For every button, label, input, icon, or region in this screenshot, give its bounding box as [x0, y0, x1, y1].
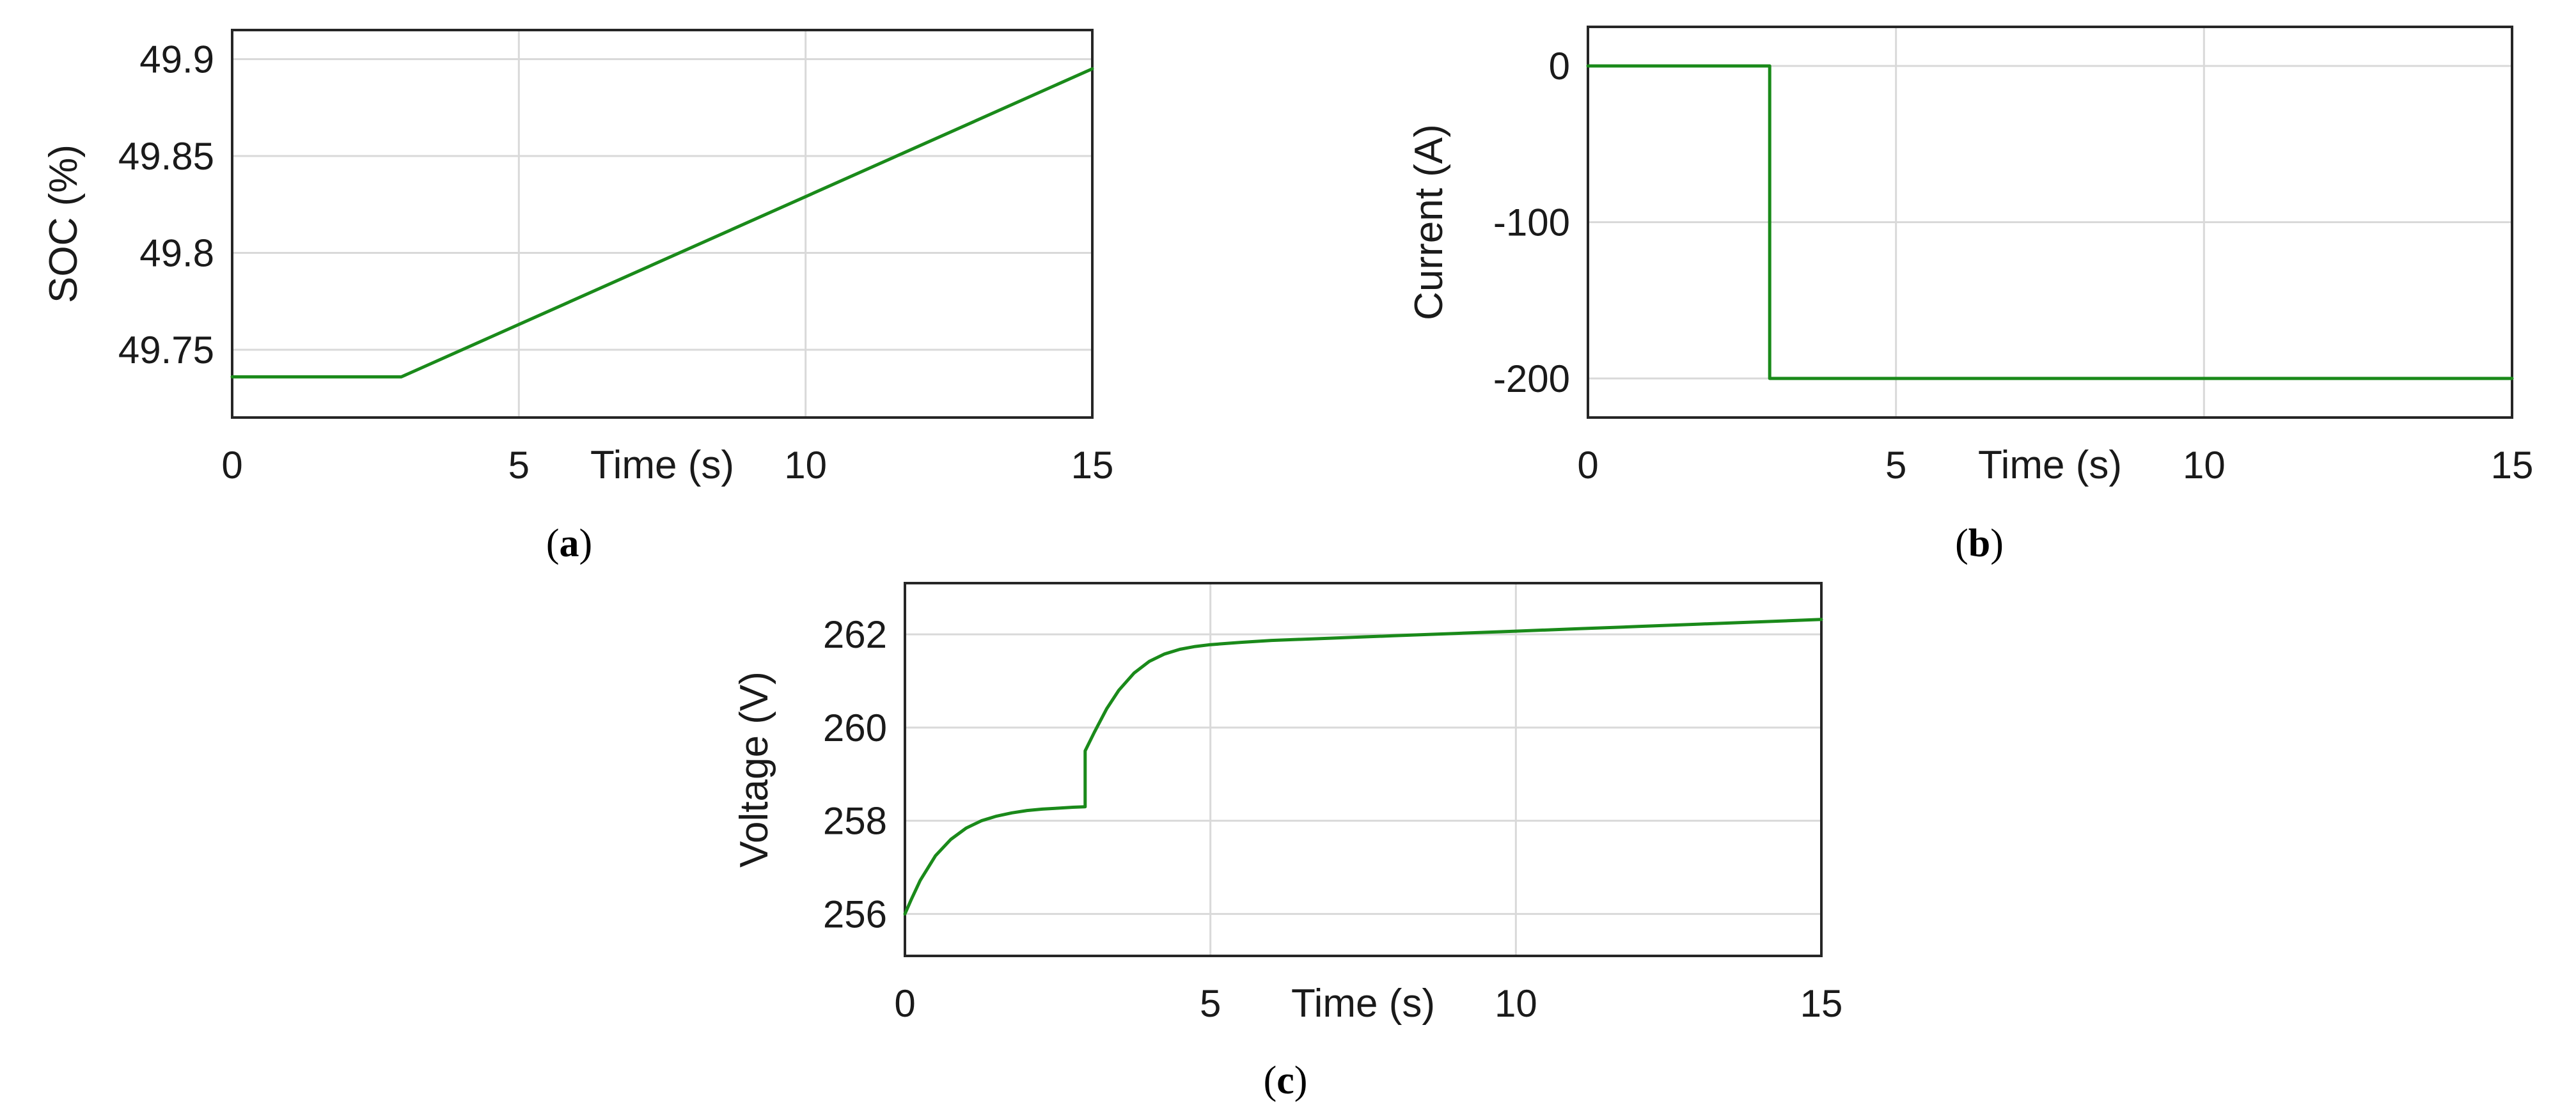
panel-b-y-tick-label: -100 — [1493, 201, 1570, 244]
panel-c-y-tick-label: 258 — [823, 800, 887, 843]
panel-c-y-tick-label: 256 — [823, 893, 887, 935]
panel-b-caption: (b) — [1955, 522, 2004, 565]
panel-b-x-tick-label: 0 — [1577, 444, 1598, 487]
panel-b-plot-frame — [1587, 26, 2513, 419]
panel-c-series-line-voltage — [903, 618, 1823, 916]
panel-c-x-axis-label: Time (s) — [1291, 981, 1435, 1026]
panel-a-series — [230, 67, 1094, 379]
panel-c-x-tick-label: 10 — [1495, 982, 1537, 1025]
panel-c-caption-letter: c — [1276, 1059, 1294, 1102]
panel-b-caption-letter: b — [1968, 522, 1990, 565]
panel-a-caption-letter: a — [560, 522, 579, 565]
panel-b-y-tick-label: -200 — [1493, 357, 1570, 400]
panel-b-x-tick-label: 10 — [2183, 444, 2226, 487]
panel-b-current-chart: 0 5 10 15 -200 -100 0 Current (A) Time (s) (b) — [1407, 26, 2533, 565]
panel-c-x-tick-label: 5 — [1200, 982, 1221, 1025]
panel-c-x-tick-label: 0 — [894, 982, 915, 1025]
panel-a-x-tick-label: 10 — [784, 444, 827, 487]
panel-a-y-tick-label: 49.75 — [118, 329, 214, 371]
panel-a-y-axis-label: SOC (%) — [42, 145, 86, 303]
panel-c-caption: (c) — [1264, 1059, 1308, 1102]
panel-a-x-tick-label: 0 — [221, 444, 242, 487]
panel-a-caption: (a) — [546, 522, 592, 565]
panel-c-y-tick-label: 260 — [823, 707, 887, 749]
panel-a-x-tick-label: 15 — [1071, 444, 1114, 487]
panel-a-series-line-soc — [230, 67, 1094, 379]
panel-a-tick-labels: 0 5 10 15 49.75 49.8 49.85 49.9 — [118, 38, 1114, 487]
panel-a-y-tick-label: 49.8 — [139, 231, 214, 274]
panel-b-x-tick-label: 5 — [1885, 444, 1906, 487]
panel-a-x-tick-label: 5 — [508, 444, 530, 487]
panel-b-y-axis-label: Current (A) — [1407, 124, 1451, 320]
panel-b-y-tick-label: 0 — [1549, 45, 1570, 88]
panel-c-tick-labels: 0 5 10 15 256 258 260 262 — [823, 613, 1842, 1025]
panel-a-y-tick-label: 49.85 — [118, 135, 214, 178]
panel-a-y-tick-label: 49.9 — [139, 38, 214, 81]
panel-c-series — [903, 618, 1823, 916]
panel-c-y-tick-label: 262 — [823, 613, 887, 656]
panel-a-x-axis-label: Time (s) — [590, 443, 734, 487]
panel-b-x-axis-label: Time (s) — [1978, 443, 2122, 487]
panel-b-series-line-current — [1586, 64, 2514, 380]
panel-b-tick-labels: 0 5 10 15 -200 -100 0 — [1493, 45, 2533, 487]
panel-c-plot-frame — [904, 582, 1823, 957]
panel-b-series — [1586, 64, 2514, 380]
panel-c-y-axis-label: Voltage (V) — [732, 671, 776, 868]
panel-a-soc-chart: 0 5 10 15 49.75 49.8 49.85 49.9 SOC (%) Time (s… — [42, 29, 1114, 565]
panel-c-x-tick-label: 15 — [1800, 982, 1843, 1025]
panel-b-x-tick-label: 15 — [2491, 444, 2534, 487]
panel-a-plot-frame — [231, 29, 1094, 419]
